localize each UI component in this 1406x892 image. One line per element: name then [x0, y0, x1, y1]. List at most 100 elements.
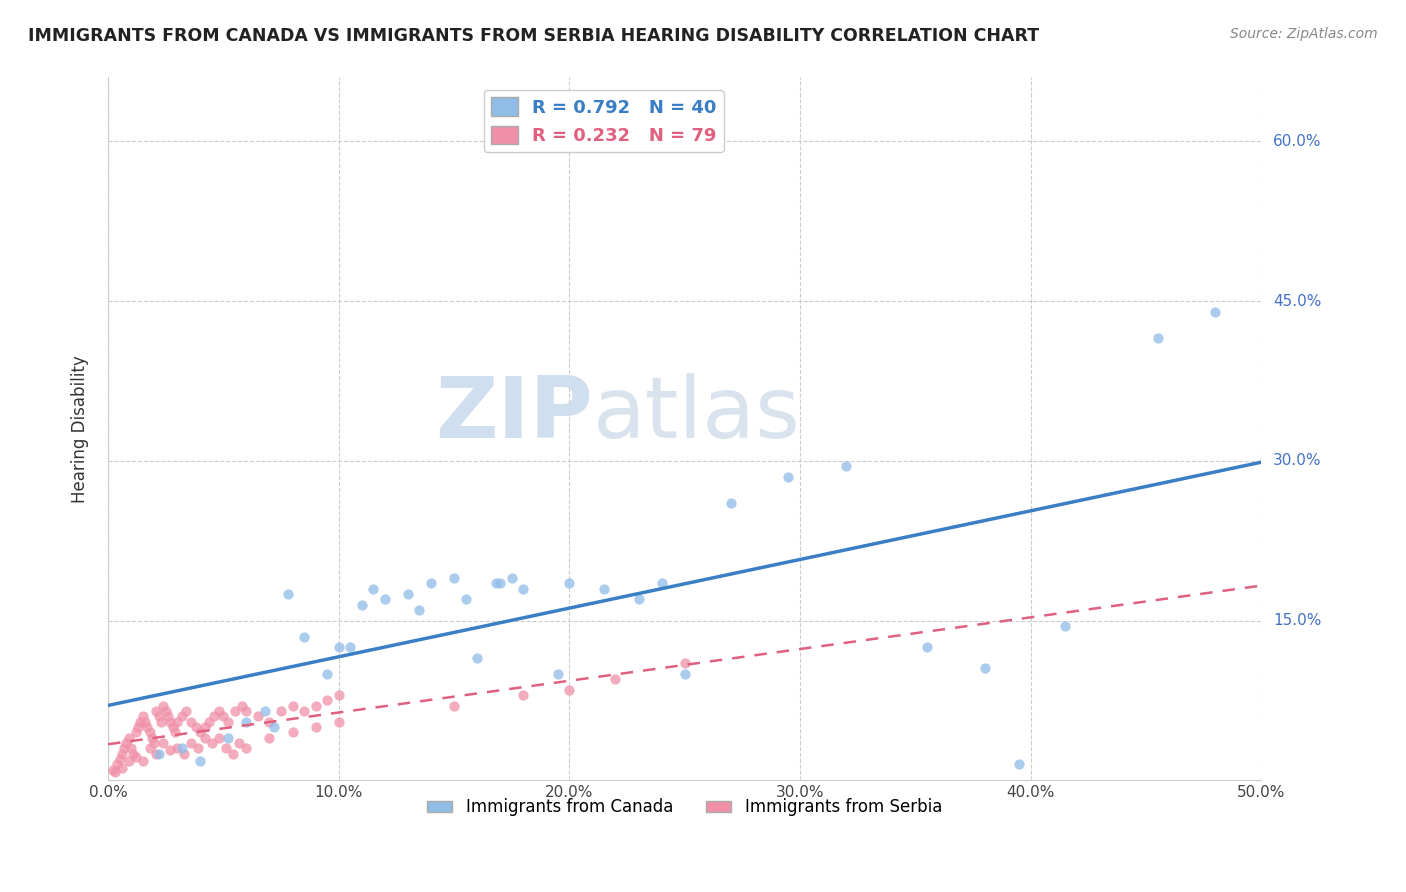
Text: 15.0%: 15.0%: [1272, 613, 1322, 628]
Point: [235, 714, 257, 729]
Point: [465, 650, 488, 665]
Point: [1146, 331, 1168, 345]
Point: [915, 640, 938, 655]
Point: [212, 709, 235, 723]
Point: [281, 698, 304, 713]
Point: [111, 747, 134, 761]
Point: [778, 470, 800, 484]
Point: [201, 736, 224, 750]
Point: [292, 704, 315, 718]
Point: [720, 496, 742, 510]
Text: 30.0%: 30.0%: [1272, 453, 1322, 468]
Point: [152, 736, 174, 750]
Point: [159, 714, 181, 729]
Point: [443, 698, 465, 713]
Text: ZIP: ZIP: [434, 374, 592, 457]
Point: [835, 459, 858, 474]
Point: [170, 709, 193, 723]
Point: [150, 714, 173, 729]
Point: [152, 698, 174, 713]
Point: [673, 666, 696, 681]
Text: atlas: atlas: [592, 374, 800, 457]
Point: [148, 709, 170, 723]
Point: [141, 731, 163, 745]
Point: [112, 741, 135, 756]
Point: [328, 640, 350, 655]
Point: [131, 754, 153, 768]
Point: [131, 709, 153, 723]
Point: [489, 576, 512, 591]
Point: [198, 714, 221, 729]
Text: IMMIGRANTS FROM CANADA VS IMMIGRANTS FROM SERBIA HEARING DISABILITY CORRELATION : IMMIGRANTS FROM CANADA VS IMMIGRANTS FRO…: [28, 27, 1039, 45]
Point: [973, 661, 995, 675]
Legend: Immigrants from Canada, Immigrants from Serbia: Immigrants from Canada, Immigrants from …: [419, 790, 950, 825]
Point: [163, 725, 186, 739]
Point: [512, 688, 534, 702]
Y-axis label: Hearing Disability: Hearing Disability: [72, 355, 89, 503]
Point: [231, 698, 253, 713]
Point: [235, 704, 257, 718]
Point: [166, 714, 188, 729]
Point: [214, 741, 236, 756]
Point: [143, 736, 166, 750]
Point: [316, 693, 339, 707]
Point: [162, 720, 184, 734]
Point: [202, 709, 225, 723]
Point: [221, 747, 243, 761]
Point: [108, 752, 131, 766]
Point: [304, 720, 326, 734]
Point: [148, 747, 170, 761]
Point: [558, 576, 581, 591]
Point: [558, 682, 581, 697]
Point: [235, 741, 257, 756]
Point: [419, 576, 441, 591]
Text: Source: ZipAtlas.com: Source: ZipAtlas.com: [1230, 27, 1378, 41]
Point: [328, 714, 350, 729]
Point: [194, 720, 217, 734]
Point: [129, 714, 152, 729]
Point: [304, 698, 326, 713]
Point: [122, 747, 145, 761]
Point: [105, 757, 128, 772]
Point: [170, 741, 193, 756]
Point: [124, 750, 146, 764]
Point: [627, 592, 650, 607]
Point: [512, 582, 534, 596]
Point: [166, 741, 188, 756]
Point: [127, 720, 149, 734]
Point: [120, 741, 142, 756]
Point: [339, 640, 361, 655]
Point: [316, 666, 339, 681]
Point: [259, 714, 281, 729]
Point: [593, 582, 616, 596]
Point: [138, 725, 160, 739]
Point: [270, 704, 292, 718]
Point: [180, 714, 202, 729]
Point: [115, 736, 138, 750]
Point: [134, 714, 156, 729]
Point: [194, 731, 217, 745]
Point: [454, 592, 477, 607]
Point: [101, 763, 124, 777]
Point: [118, 731, 141, 745]
Point: [159, 743, 181, 757]
Point: [443, 571, 465, 585]
Point: [156, 709, 179, 723]
Point: [281, 725, 304, 739]
Point: [605, 672, 627, 686]
Point: [208, 704, 231, 718]
Point: [228, 736, 250, 750]
Point: [217, 714, 239, 729]
Point: [155, 704, 177, 718]
Point: [253, 704, 276, 718]
Point: [176, 704, 198, 718]
Point: [328, 688, 350, 702]
Point: [188, 754, 211, 768]
Point: [1204, 304, 1226, 318]
Point: [217, 731, 239, 745]
Text: 60.0%: 60.0%: [1272, 134, 1322, 149]
Point: [246, 709, 269, 723]
Point: [484, 576, 506, 591]
Text: 45.0%: 45.0%: [1272, 293, 1322, 309]
Point: [208, 731, 231, 745]
